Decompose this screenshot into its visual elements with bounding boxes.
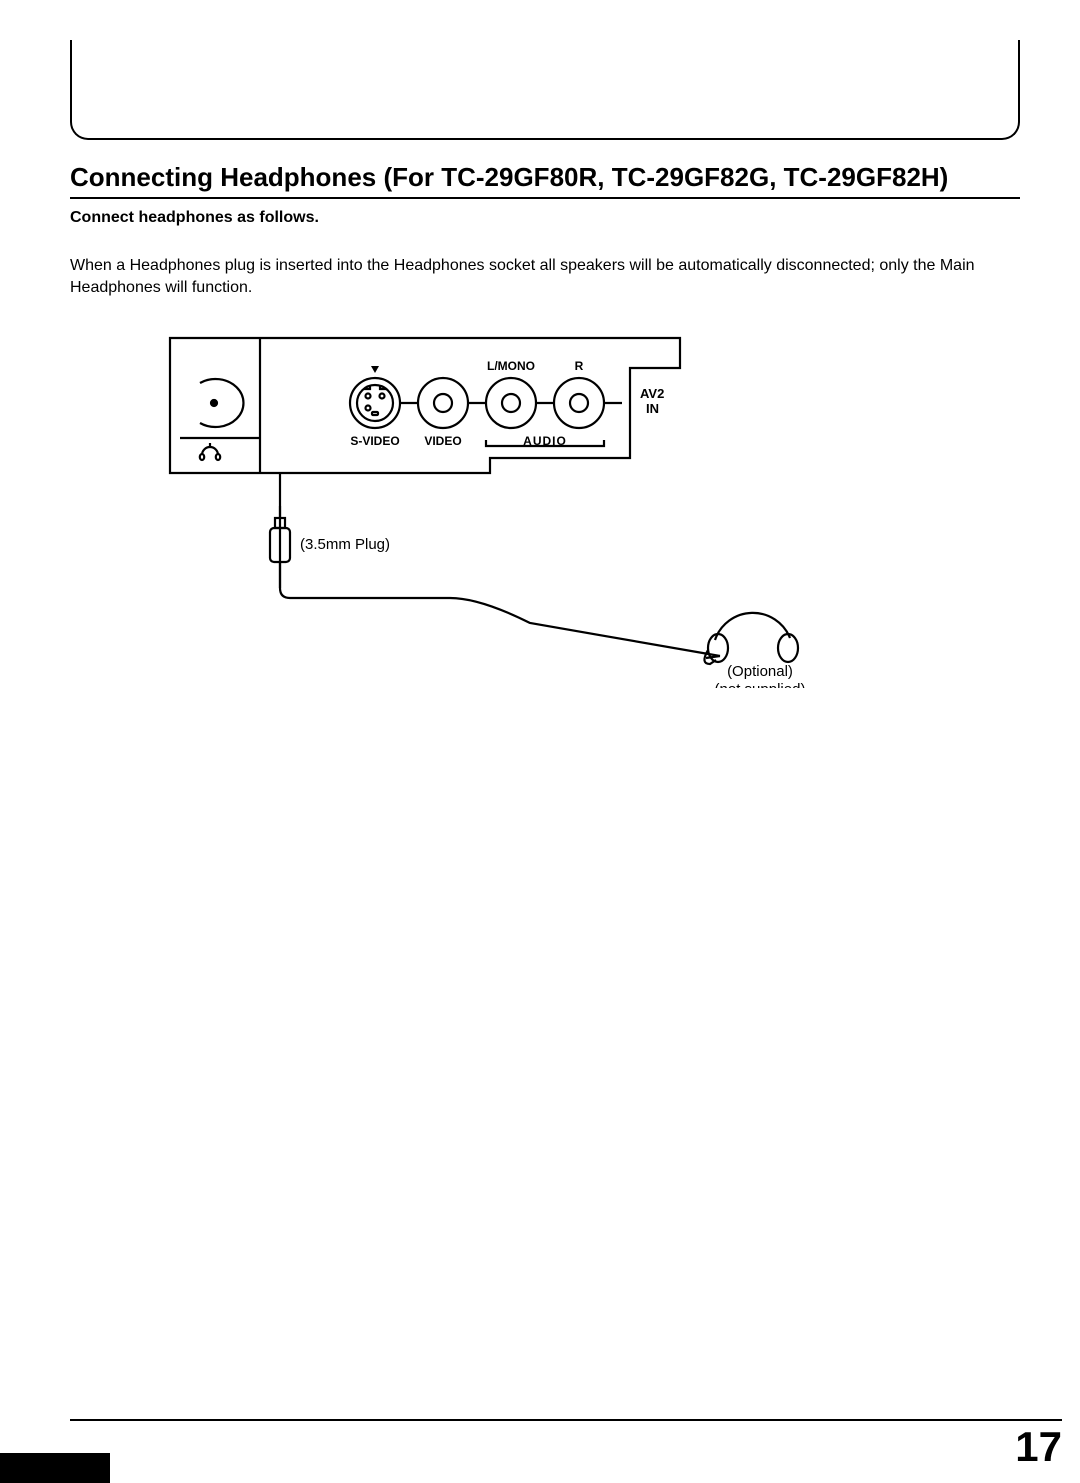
label-audio: AUDIO <box>523 434 567 448</box>
label-video: VIDEO <box>424 434 461 448</box>
label-r: R <box>575 359 584 373</box>
section-subhead: Connect headphones as follows. <box>70 209 1020 227</box>
label-optional: (Optional) <box>727 663 793 680</box>
section-heading: Connecting Headphones (For TC-29GF80R, T… <box>70 162 1020 199</box>
bottom-thumb-mark <box>0 1453 110 1483</box>
label-svideo: S-VIDEO <box>350 434 399 448</box>
footer-rule <box>70 1419 1062 1421</box>
connection-diagram: L/MONO R AV2 IN S-VIDEO VIDEO AUDIO (3.5… <box>160 328 900 693</box>
label-plug: (3.5mm Plug) <box>300 536 390 553</box>
body-paragraph: When a Headphones plug is inserted into … <box>70 255 1020 298</box>
label-av2: AV2 <box>640 386 664 401</box>
top-rounded-box <box>70 40 1020 140</box>
page: Connecting Headphones (For TC-29GF80R, T… <box>0 40 1080 1483</box>
page-number: 17 <box>1015 1423 1062 1471</box>
label-not-supplied: (not supplied) <box>715 681 806 688</box>
label-in: IN <box>646 401 659 416</box>
label-lmono: L/MONO <box>487 359 535 373</box>
